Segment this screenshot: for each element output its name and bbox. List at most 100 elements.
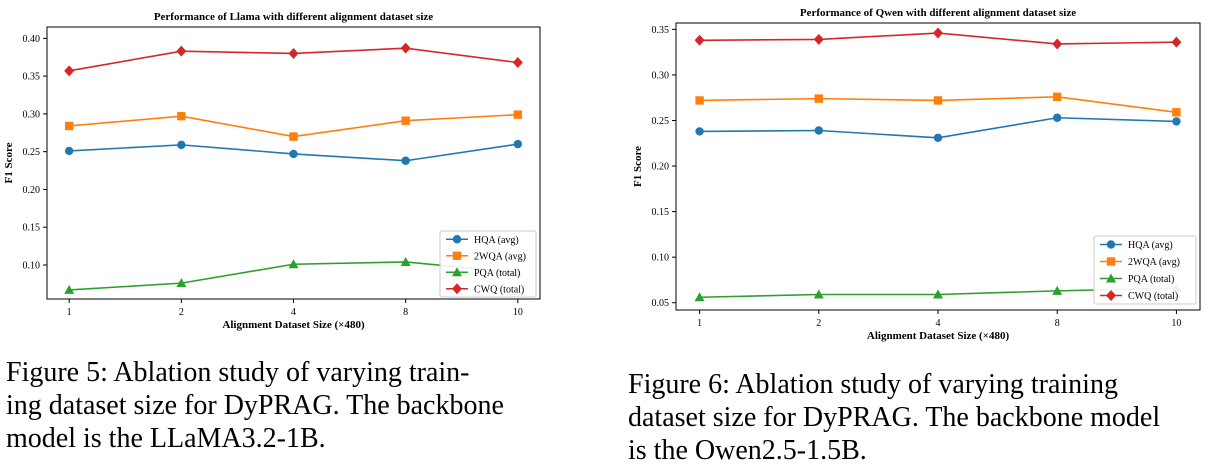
x-tick-label: 4 (291, 307, 296, 318)
data-point (1106, 257, 1116, 266)
data-point (1052, 38, 1063, 50)
chart-qwen: Performance of Qwen with different align… (632, 7, 1201, 342)
data-point (1052, 285, 1063, 295)
data-point (695, 96, 704, 105)
x-tick-label: 2 (816, 318, 821, 329)
figure-6-caption: Figure 6: Ablation study of varying trai… (628, 368, 1208, 467)
chart-title: Performance of Llama with different alig… (154, 11, 433, 23)
legend-box (1093, 235, 1197, 305)
data-point (177, 111, 186, 121)
data-point (1106, 290, 1116, 301)
series-2wqa (64, 110, 523, 141)
series-cwq (64, 42, 523, 77)
y-tick-label: 0.10 (652, 253, 670, 264)
x-tick-label: 10 (513, 307, 523, 318)
data-point (513, 110, 523, 119)
data-point (1053, 92, 1062, 101)
data-point (400, 256, 411, 266)
data-point (452, 267, 462, 277)
y-tick-label: 0.20 (652, 162, 670, 173)
caption-line: is the Owen2.5-1.5B. (628, 435, 867, 466)
data-point (1106, 273, 1116, 283)
legend-label: 2WQA (avg) (1128, 257, 1180, 268)
y-tick-label: 0.25 (652, 116, 670, 127)
data-point (401, 116, 410, 125)
x-tick-label: 10 (1171, 318, 1181, 329)
legend: HQA (avg) 2WQA (avg) PQA (total) CWQ (total… (439, 230, 537, 298)
series-hqa (64, 139, 523, 165)
data-point (1053, 113, 1062, 122)
data-point (933, 133, 943, 142)
data-point (289, 149, 298, 159)
data-point (512, 57, 523, 69)
series-2wqa (695, 92, 1181, 117)
caption-line: dataset size for DyPRAG. The backbone mo… (628, 402, 1161, 433)
caption-line: ing dataset size for DyPRAG. The backbon… (6, 390, 504, 421)
legend-label: CWQ (total) (474, 284, 524, 295)
data-point (288, 47, 299, 59)
y-tick-label: 0.15 (23, 223, 41, 234)
x-tick-label: 1 (67, 307, 72, 318)
x-tick-label: 4 (936, 318, 941, 329)
figure-5: Performance of Llama with different alig… (0, 0, 600, 350)
data-point (1172, 108, 1181, 117)
y-tick-label: 0.30 (652, 70, 670, 81)
data-point (64, 146, 74, 156)
data-point (933, 289, 943, 299)
y-axis-label: F1 Score (632, 146, 644, 187)
data-point (694, 292, 705, 302)
data-point (694, 34, 705, 46)
data-point (452, 251, 462, 260)
data-point (814, 126, 823, 135)
x-tick-label: 1 (697, 318, 702, 329)
data-point (933, 27, 943, 39)
data-point (177, 140, 186, 150)
y-tick-label: 0.40 (23, 34, 41, 45)
caption-line: Figure 6: Ablation study of varying trai… (628, 369, 1118, 400)
caption-line: model is the LLaMA3.2-1B. (6, 423, 326, 454)
legend-label: 2WQA (avg) (474, 251, 526, 262)
data-point (813, 289, 824, 299)
x-axis-label: Alignment Dataset Size (×480) (222, 319, 365, 331)
data-point (400, 42, 411, 54)
data-point (401, 156, 410, 165)
y-tick-label: 0.05 (652, 298, 670, 309)
chart-title: Performance of Qwen with different align… (800, 7, 1076, 19)
y-tick-label: 0.15 (652, 207, 670, 218)
data-point (933, 96, 943, 105)
caption-line: Figure 5: Ablation study of varying trai… (6, 357, 470, 388)
data-point (813, 33, 824, 45)
data-point (288, 259, 299, 269)
data-point (513, 139, 523, 149)
y-tick-label: 0.35 (23, 72, 41, 83)
data-point (452, 283, 462, 295)
legend-label: HQA (avg) (1128, 240, 1173, 251)
x-tick-label: 8 (403, 307, 408, 318)
x-tick-label: 2 (179, 307, 184, 318)
data-point (452, 235, 462, 244)
legend-label: CWQ (total) (1128, 291, 1178, 302)
data-point (814, 94, 823, 103)
data-point (695, 127, 704, 136)
figure-5-caption: Figure 5: Ablation study of varying trai… (6, 356, 566, 455)
y-tick-label: 0.20 (23, 185, 41, 196)
legend: HQA (avg) 2WQA (avg) PQA (total) CWQ (total… (1093, 235, 1197, 305)
y-tick-label: 0.25 (23, 147, 41, 158)
chart-llama: Performance of Llama with different alig… (3, 11, 541, 331)
legend-box (439, 230, 537, 298)
legend-label: PQA (total) (1128, 274, 1174, 285)
data-point (1171, 36, 1182, 48)
series-cwq (694, 27, 1182, 50)
series-hqa (695, 113, 1181, 142)
x-axis-label: Alignment Dataset Size (×480) (867, 330, 1010, 342)
data-point (289, 132, 298, 141)
legend-label: HQA (avg) (474, 235, 519, 246)
legend-label: PQA (total) (474, 268, 520, 279)
y-tick-label: 0.10 (23, 261, 41, 272)
data-point (64, 121, 74, 131)
data-point (64, 284, 75, 294)
data-point (64, 65, 75, 77)
data-point (1106, 240, 1116, 249)
data-point (176, 278, 187, 288)
data-point (176, 45, 187, 57)
